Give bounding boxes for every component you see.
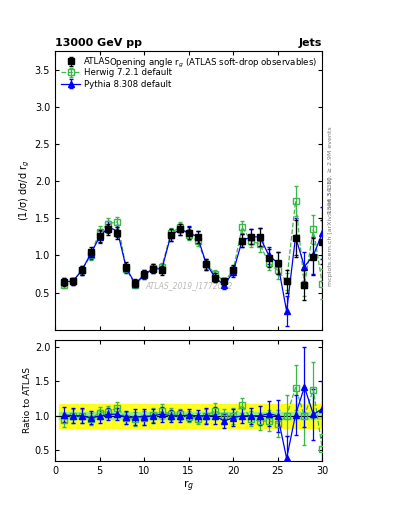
- Text: Rivet 3.1.10, ≥ 2.9M events: Rivet 3.1.10, ≥ 2.9M events: [328, 126, 333, 214]
- X-axis label: r$_g$: r$_g$: [183, 478, 194, 494]
- Y-axis label: Ratio to ATLAS: Ratio to ATLAS: [23, 367, 32, 433]
- Legend: ATLAS, Herwig 7.2.1 default, Pythia 8.308 default: ATLAS, Herwig 7.2.1 default, Pythia 8.30…: [59, 55, 175, 91]
- Text: Jets: Jets: [299, 38, 322, 48]
- Text: 13000 GeV pp: 13000 GeV pp: [55, 38, 142, 48]
- Text: mcplots.cern.ch [arXiv:1306.3436]: mcplots.cern.ch [arXiv:1306.3436]: [328, 177, 333, 286]
- Text: Opening angle r$_g$ (ATLAS soft-drop observables): Opening angle r$_g$ (ATLAS soft-drop obs…: [109, 57, 317, 70]
- Y-axis label: (1/σ) dσ/d r$_g$: (1/σ) dσ/d r$_g$: [17, 160, 32, 221]
- Text: ATLAS_2019_I1772062: ATLAS_2019_I1772062: [145, 281, 232, 290]
